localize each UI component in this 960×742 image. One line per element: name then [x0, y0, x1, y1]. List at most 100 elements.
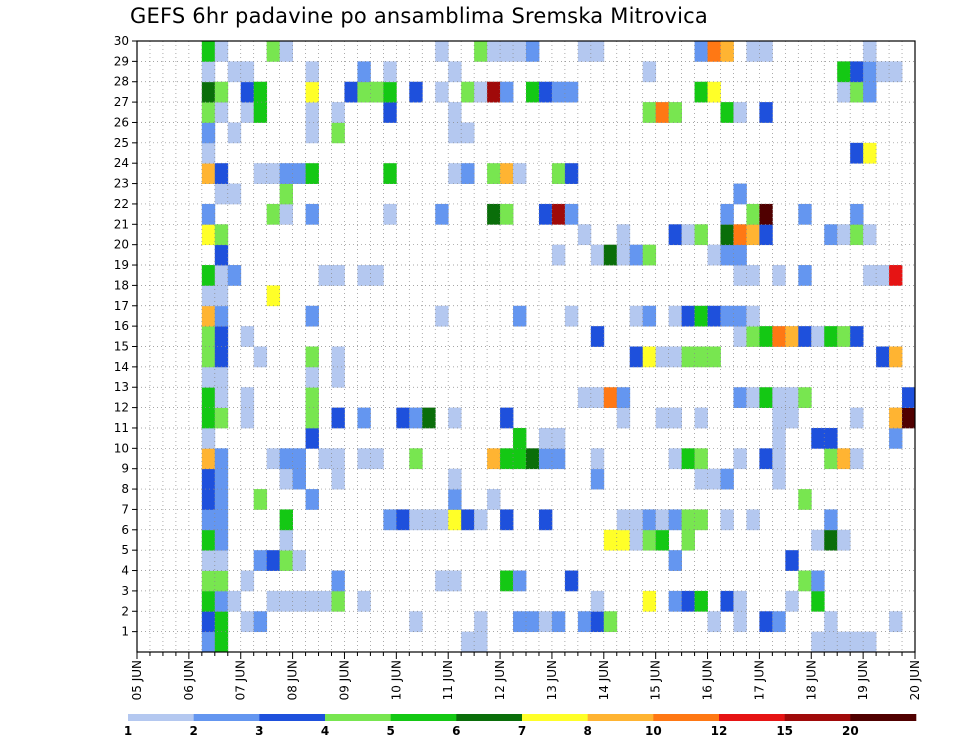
- heatmap-cell: [889, 265, 903, 286]
- heatmap-cell: [448, 489, 462, 510]
- heatmap-cell: [461, 122, 475, 144]
- colorbar-swatch: [850, 714, 917, 721]
- heatmap-cell: [811, 590, 825, 612]
- heatmap-cell: [422, 509, 436, 531]
- heatmap-cell: [733, 102, 747, 123]
- colorbar-swatch: [784, 714, 851, 721]
- heatmap-cell: [487, 163, 501, 184]
- heatmap-cell: [798, 265, 812, 286]
- x-tick-label: 20 JUN: [908, 660, 922, 700]
- heatmap-cell: [551, 81, 566, 103]
- heatmap-cell: [227, 183, 242, 205]
- heatmap-cell: [551, 163, 566, 184]
- y-tick-label: 18: [114, 278, 129, 292]
- heatmap-cell: [305, 122, 319, 144]
- heatmap-cell: [331, 448, 345, 470]
- heatmap-cell: [655, 346, 670, 368]
- heatmap-cell: [474, 41, 488, 62]
- heatmap-cell: [746, 509, 760, 531]
- heatmap-cell: [616, 224, 631, 246]
- y-tick-label: 10: [114, 441, 129, 455]
- heatmap-cell: [318, 265, 332, 286]
- heatmap-cell: [798, 326, 812, 347]
- heatmap-cell: [201, 427, 216, 449]
- heatmap-cell: [435, 81, 449, 103]
- heatmap-cell: [668, 407, 682, 429]
- heatmap-cell: [201, 224, 216, 246]
- x-tick-label: 14 JUN: [597, 660, 611, 700]
- heatmap-cell: [824, 224, 838, 246]
- heatmap-cell: [383, 163, 397, 184]
- heatmap-cell: [616, 509, 631, 531]
- heatmap-cell: [629, 305, 644, 327]
- heatmap-cell: [798, 570, 812, 592]
- heatmap-cell: [500, 448, 514, 470]
- y-tick-label: 12: [114, 401, 129, 415]
- heatmap-cell: [266, 285, 281, 307]
- heatmap-cell: [331, 346, 345, 368]
- heatmap-cell: [694, 448, 708, 470]
- heatmap-cell: [201, 346, 216, 368]
- heatmap-cell: [305, 305, 319, 327]
- heatmap-cell: [889, 611, 903, 633]
- heatmap-cell: [214, 346, 229, 368]
- heatmap-cell: [590, 41, 605, 62]
- heatmap-cell: [694, 590, 708, 612]
- heatmap-cell: [240, 81, 255, 103]
- heatmap-cell: [551, 427, 566, 449]
- heatmap-cell: [759, 611, 773, 633]
- heatmap-cell: [902, 387, 916, 408]
- heatmap-cell: [772, 448, 786, 470]
- colorbar-swatch: [128, 714, 194, 721]
- heatmap-cell: [798, 489, 812, 510]
- heatmap-cell: [876, 61, 890, 83]
- heatmap-cell: [824, 529, 838, 551]
- heatmap-cell: [850, 61, 864, 83]
- heatmap-cell: [668, 550, 682, 571]
- heatmap-cell: [214, 366, 229, 388]
- grid-lines: [137, 41, 915, 652]
- heatmap-cell: [603, 611, 618, 633]
- heatmap-cell: [500, 509, 514, 531]
- heatmap-cell: [772, 265, 786, 286]
- heatmap-cell: [253, 81, 268, 103]
- heatmap-cell: [850, 142, 864, 164]
- y-tick-label: 25: [114, 136, 129, 150]
- heatmap-cell: [292, 163, 306, 184]
- heatmap-cell: [214, 41, 229, 62]
- y-tick-label: 14: [114, 360, 129, 374]
- heatmap-cell: [681, 448, 695, 470]
- heatmap-cell: [850, 326, 864, 347]
- heatmap-cell: [590, 611, 605, 633]
- x-tick-label: 19 JUN: [856, 660, 870, 700]
- heatmap-cell: [279, 448, 293, 470]
- heatmap-cell: [214, 509, 229, 531]
- heatmap-cell: [357, 448, 371, 470]
- heatmap-cell: [759, 387, 773, 408]
- heatmap-cell: [214, 407, 229, 429]
- heatmap-cell: [694, 509, 708, 531]
- heatmap-cell: [370, 448, 384, 470]
- x-tick-label: 13 JUN: [545, 660, 559, 700]
- heatmap-cell: [733, 387, 747, 408]
- x-tick-label: 10 JUN: [389, 660, 403, 700]
- colorbar-swatch: [325, 714, 391, 721]
- heatmap-cell: [331, 590, 345, 612]
- heatmap-cell: [876, 265, 890, 286]
- heatmap-cell: [409, 611, 423, 633]
- heatmap-cell: [629, 244, 644, 266]
- colorbar-swatch: [193, 714, 260, 721]
- chart-title: GEFS 6hr padavine po ansamblima Sremska …: [130, 4, 708, 28]
- heatmap-cell: [863, 81, 877, 103]
- colorbar-swatch: [587, 714, 654, 721]
- heatmap-cell: [201, 590, 216, 612]
- heatmap-cell: [201, 550, 216, 571]
- heatmap-cell: [694, 468, 708, 490]
- heatmap-cell: [435, 305, 449, 327]
- heatmap-cell: [785, 387, 799, 408]
- heatmap-cell: [551, 448, 566, 470]
- heatmap-cell: [590, 387, 605, 408]
- heatmap-cell: [448, 570, 462, 592]
- heatmap-cell: [720, 102, 734, 123]
- heatmap-cell: [214, 631, 229, 653]
